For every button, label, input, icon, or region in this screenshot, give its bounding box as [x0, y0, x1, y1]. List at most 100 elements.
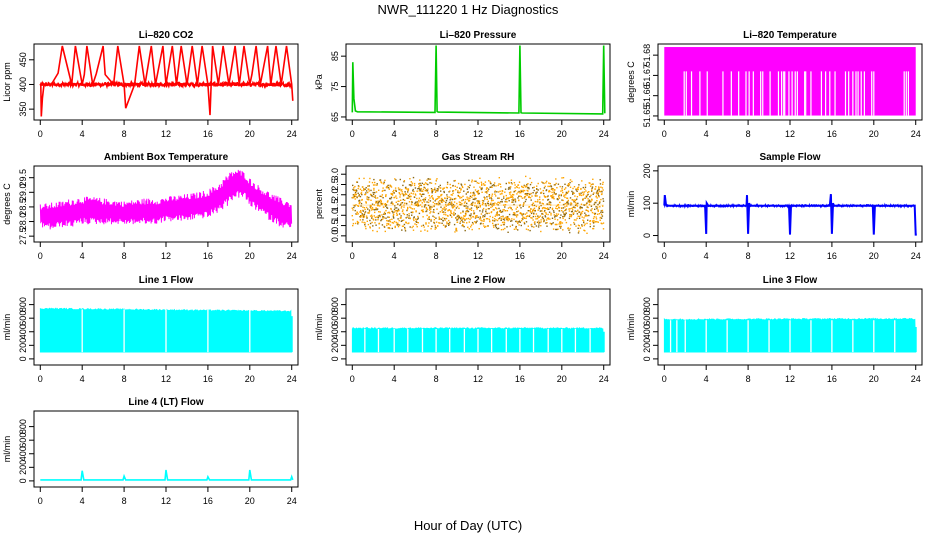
data-point: [412, 188, 414, 191]
data-point: [428, 222, 430, 224]
data-point: [595, 192, 598, 194]
data-point: [402, 194, 405, 196]
data-point: [429, 200, 432, 202]
data-point: [452, 203, 455, 206]
data-point: [391, 193, 393, 195]
y-tick-label: 400: [18, 324, 28, 339]
data-point: [496, 212, 498, 214]
data-point: [492, 216, 494, 219]
data-point: [560, 194, 562, 197]
x-tick-label: 4: [704, 374, 709, 384]
data-point: [551, 195, 553, 197]
data-point: [552, 188, 554, 190]
data-point: [444, 219, 446, 221]
data-point: [490, 182, 492, 185]
data-point: [398, 209, 400, 212]
data-point: [590, 194, 592, 197]
data-point: [572, 213, 575, 215]
data-point: [524, 200, 527, 203]
data-point: [376, 216, 378, 218]
data-point: [541, 212, 543, 215]
x-tick-label: 8: [746, 251, 751, 261]
data-point: [583, 193, 585, 195]
data-point: [519, 195, 521, 197]
data-point: [498, 177, 500, 179]
data-point: [451, 216, 453, 218]
data-point: [369, 227, 371, 229]
y-axis-label: degrees C: [2, 183, 12, 225]
data-point: [367, 208, 369, 210]
data-point: [597, 203, 599, 206]
data-point: [412, 218, 415, 220]
x-tick-label: 4: [80, 129, 85, 139]
data-point: [522, 205, 524, 207]
data-point: [504, 204, 507, 206]
data-point: [569, 181, 571, 184]
data-point: [599, 206, 601, 208]
data-point: [481, 188, 483, 190]
data-point: [410, 211, 412, 214]
data-point: [578, 192, 580, 195]
data-point: [403, 206, 405, 208]
data-point: [356, 220, 359, 223]
y-tick-label: 600: [330, 311, 340, 326]
data-point: [393, 189, 395, 192]
data-point: [427, 183, 429, 186]
data-point: [425, 208, 428, 210]
data-point: [521, 186, 524, 188]
data-point: [475, 215, 477, 217]
data-point: [497, 214, 499, 216]
data-point: [390, 202, 392, 204]
data-point: [425, 189, 428, 191]
data-point: [440, 199, 442, 202]
x-tick-label: 12: [785, 129, 795, 139]
data-point: [467, 217, 470, 220]
data-point: [543, 182, 545, 185]
data-point: [563, 212, 565, 215]
x-tick-label: 0: [662, 129, 667, 139]
data-point: [465, 193, 467, 195]
data-point: [477, 216, 479, 218]
data-point: [388, 216, 390, 218]
data-point: [505, 194, 507, 197]
data-point: [356, 181, 359, 183]
data-point: [476, 207, 478, 209]
data-point: [568, 217, 571, 220]
data-point: [426, 201, 428, 203]
data-point: [469, 184, 471, 187]
data-point: [355, 193, 357, 196]
data-point: [452, 184, 454, 187]
y-tick-label: 75: [330, 82, 340, 92]
data-point: [364, 222, 366, 224]
data-point: [508, 182, 510, 184]
data-point: [378, 200, 381, 203]
data-point: [574, 210, 576, 212]
data-point: [464, 215, 466, 218]
data-point: [512, 214, 514, 216]
data-point: [496, 191, 498, 193]
data-point: [441, 193, 443, 196]
data-point: [577, 215, 579, 217]
data-point: [560, 214, 562, 216]
data-point: [580, 213, 582, 215]
data-point: [559, 227, 562, 229]
data-point: [387, 222, 390, 225]
data-point: [423, 198, 425, 200]
data-point: [432, 211, 434, 213]
data-point: [427, 218, 429, 220]
data-point: [473, 210, 475, 212]
data-point: [503, 222, 506, 224]
data-point: [476, 220, 478, 222]
data-point: [577, 232, 580, 234]
data-point: [384, 189, 386, 192]
data-point: [424, 182, 427, 184]
x-tick-label: 24: [599, 129, 609, 139]
data-point: [359, 201, 361, 203]
data-point: [496, 214, 498, 217]
data-point: [424, 199, 426, 201]
data-point: [436, 203, 439, 205]
data-point: [563, 209, 566, 212]
data-point: [515, 214, 517, 216]
data-point: [484, 191, 487, 193]
